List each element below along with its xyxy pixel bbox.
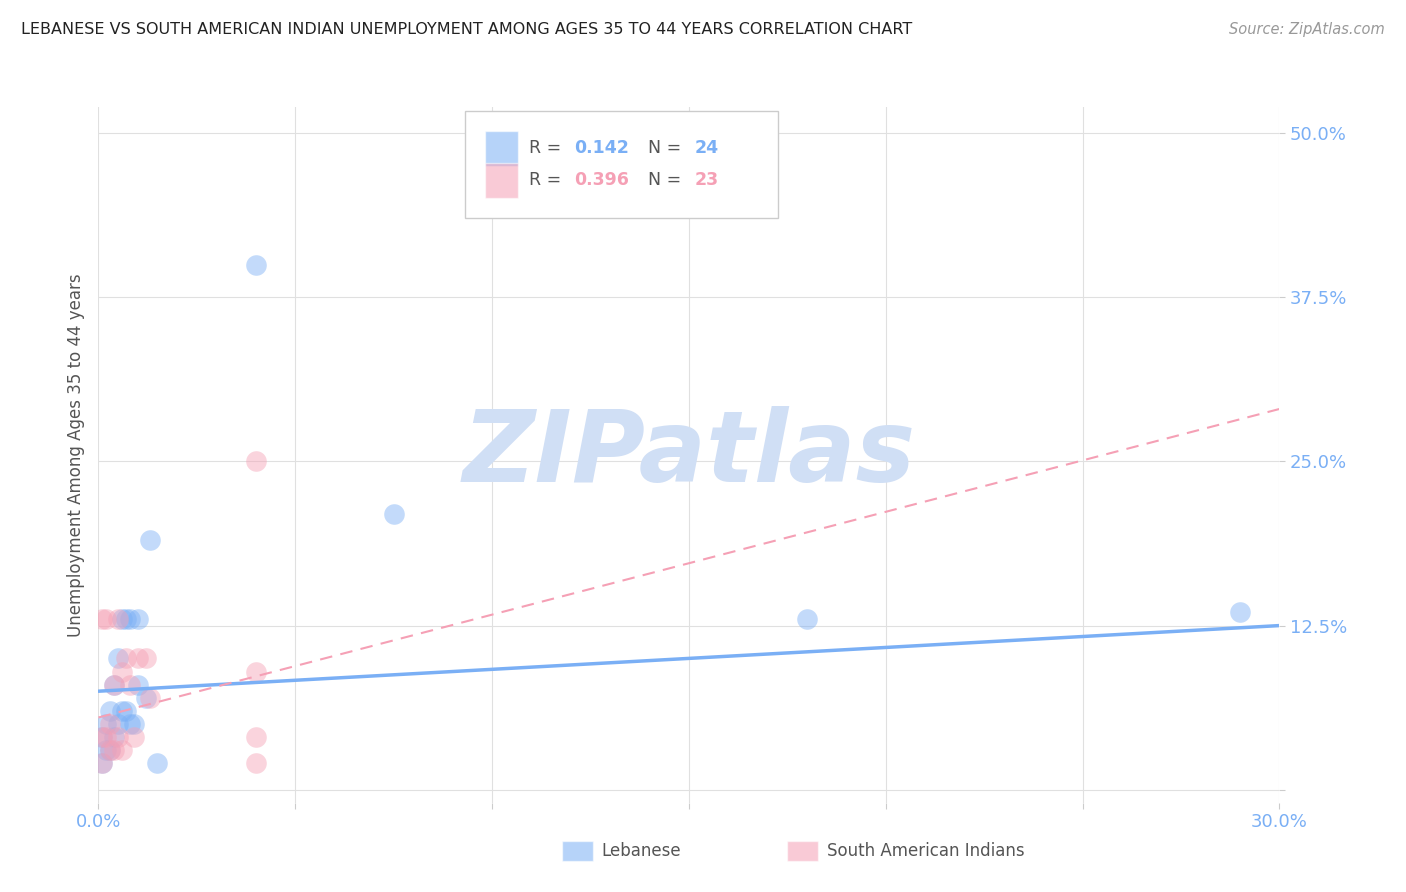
FancyBboxPatch shape [485,163,517,198]
Point [103,678,125,692]
Point [103,743,125,757]
Point [91,730,114,744]
Point [115,612,138,626]
Point [382,507,405,521]
Point [96,743,118,757]
Point [118,717,141,731]
Point [135,690,157,705]
Point [111,704,134,718]
Point [796,612,818,626]
Text: ZIPatlas: ZIPatlas [463,407,915,503]
Point [103,730,125,744]
Point [127,651,149,665]
Point [96,730,118,744]
Point [111,743,134,757]
Point [245,756,267,771]
Point [127,612,149,626]
Text: 23: 23 [695,171,718,189]
Point [127,678,149,692]
Point [115,651,138,665]
Point [91,756,114,771]
Point [245,454,267,468]
Text: 0.396: 0.396 [575,171,630,189]
Text: N =: N = [648,171,686,189]
Point [107,612,129,626]
Point [98,743,121,757]
Point [115,704,138,718]
Point [98,704,121,718]
Point [138,690,160,705]
Text: Source: ZipAtlas.com: Source: ZipAtlas.com [1229,22,1385,37]
FancyBboxPatch shape [464,111,778,219]
Text: N =: N = [648,139,686,157]
Point [1229,606,1251,620]
Point [107,730,129,744]
Point [103,678,125,692]
Point [96,717,118,731]
Point [91,612,114,626]
Point [96,612,118,626]
Point [122,717,145,731]
Point [118,612,141,626]
Text: LEBANESE VS SOUTH AMERICAN INDIAN UNEMPLOYMENT AMONG AGES 35 TO 44 YEARS CORRELA: LEBANESE VS SOUTH AMERICAN INDIAN UNEMPL… [21,22,912,37]
Point [245,665,267,679]
Text: Lebanese: Lebanese [602,842,682,860]
Point [107,651,129,665]
Point [118,678,141,692]
Point [138,533,160,548]
Text: R =: R = [530,139,567,157]
Point [245,730,267,744]
Text: South American Indians: South American Indians [827,842,1025,860]
Point [245,258,267,272]
Point [122,730,145,744]
Point [111,665,134,679]
FancyBboxPatch shape [485,131,517,166]
Text: 0.142: 0.142 [575,139,630,157]
Point [91,756,114,771]
Text: 24: 24 [695,139,718,157]
Point [98,717,121,731]
Text: R =: R = [530,171,567,189]
Point [111,612,134,626]
Point [146,756,169,771]
Point [98,743,121,757]
Point [107,717,129,731]
Point [135,651,157,665]
Point [91,730,114,744]
Y-axis label: Unemployment Among Ages 35 to 44 years: Unemployment Among Ages 35 to 44 years [66,273,84,637]
